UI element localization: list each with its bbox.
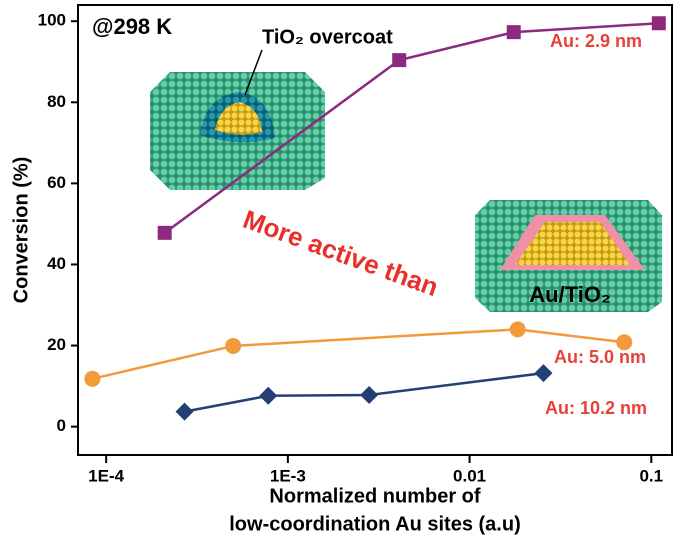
annotation: @298 K [92, 14, 172, 39]
marker [84, 370, 101, 387]
inset-overcoat [150, 49, 325, 190]
annotation: Au/TiO₂ [529, 282, 610, 307]
y-tick-label: 80 [47, 92, 66, 111]
marker [392, 53, 407, 68]
x-axis-label: Normalized number of [269, 485, 480, 507]
series-line [163, 21, 659, 234]
y-tick-label: 0 [57, 416, 66, 435]
marker [506, 25, 521, 40]
x-tick-label: 1E-3 [270, 466, 306, 485]
marker [157, 225, 172, 240]
annotation: More active than [239, 204, 442, 302]
inset-au-tio2 [475, 200, 662, 312]
marker [175, 402, 194, 421]
x-tick-label: 0.1 [639, 466, 663, 485]
series-line [92, 328, 625, 381]
series-line [184, 371, 544, 413]
series-label: Au: 5.0 nm [554, 347, 646, 367]
y-tick-label: 100 [38, 11, 66, 30]
marker [616, 334, 633, 351]
marker [225, 337, 242, 354]
x-axis-label: low-coordination Au sites (a.u) [229, 513, 520, 535]
plot-frame [77, 4, 673, 456]
marker [360, 386, 379, 404]
marker [509, 321, 526, 338]
y-axis-label: Conversion (%) [10, 157, 32, 304]
series-label: Au: 2.9 nm [550, 31, 642, 51]
marker [534, 364, 553, 383]
annotation: TiO₂ overcoat [262, 26, 393, 48]
marker [651, 16, 666, 31]
y-tick-label: 60 [47, 173, 66, 192]
x-tick-label: 0.01 [453, 466, 486, 485]
y-tick-label: 40 [47, 254, 66, 273]
marker [259, 386, 278, 405]
x-tick-label: 1E-4 [88, 466, 124, 485]
y-tick-label: 20 [47, 335, 66, 354]
series-label: Au: 10.2 nm [545, 398, 647, 418]
